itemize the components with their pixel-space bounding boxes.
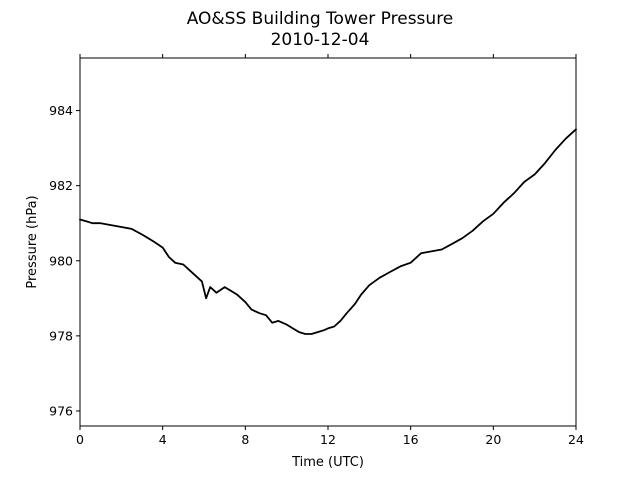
- y-axis: 976 978 980 982 984: [49, 103, 80, 418]
- x-axis: 0 4 8 12 16 20 24: [76, 54, 584, 447]
- pressure-line: [79, 128, 577, 335]
- x-tick-label: 4: [159, 432, 167, 447]
- y-axis-label: Pressure (hPa): [25, 195, 40, 288]
- y-tick-label: 982: [49, 178, 73, 193]
- x-tick-label: 0: [76, 432, 84, 447]
- x-tick-label: 20: [485, 432, 501, 447]
- y-tick-label: 980: [49, 253, 73, 268]
- y-tick-label: 978: [49, 328, 73, 343]
- x-axis-label: Time (UTC): [291, 455, 364, 470]
- series-layer: [79, 128, 577, 335]
- chart-title: AO&SS Building Tower Pressure: [187, 9, 454, 29]
- x-tick-label: 8: [241, 432, 249, 447]
- x-tick-label: 24: [568, 432, 584, 447]
- y-tick-label: 976: [49, 403, 73, 418]
- x-tick-label: 16: [403, 432, 419, 447]
- chart-subtitle: 2010-12-04: [271, 30, 370, 50]
- x-tick-label: 12: [320, 432, 336, 447]
- y-tick-label: 984: [49, 103, 73, 118]
- plot-frame: [79, 57, 577, 427]
